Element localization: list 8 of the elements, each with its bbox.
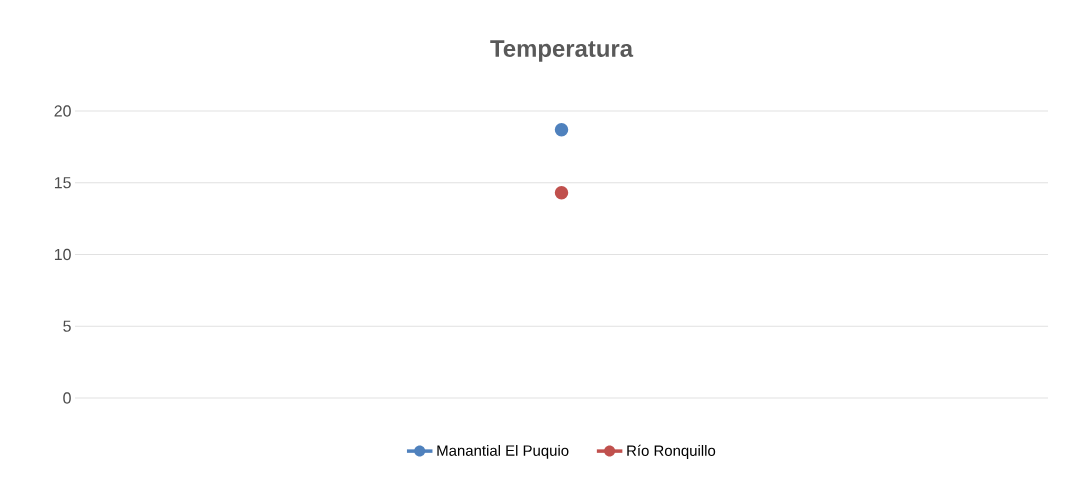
legend-label: Manantial El Puquio — [437, 444, 569, 459]
y-tick-label: 15 — [54, 177, 71, 189]
y-tick-label: 5 — [63, 320, 71, 332]
y-tick-label: 0 — [63, 392, 71, 404]
legend-label: Río Ronquillo — [627, 444, 716, 459]
chart-title: Temperatura — [490, 40, 634, 62]
y-tick-label: 20 — [54, 105, 71, 117]
y-tick-label: 10 — [54, 248, 71, 261]
